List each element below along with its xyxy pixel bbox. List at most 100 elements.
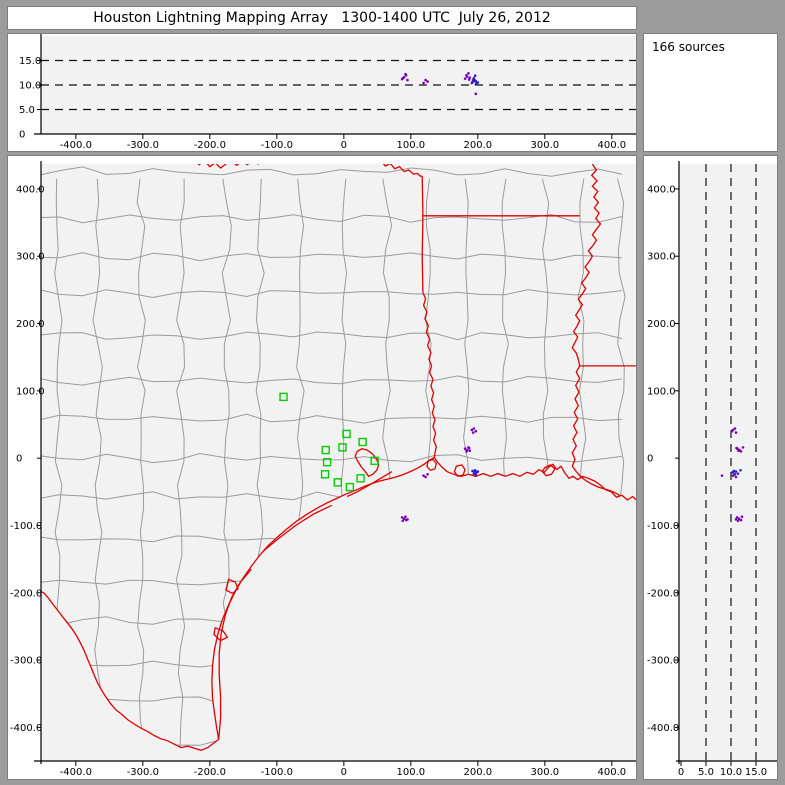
source-dot <box>400 516 404 519</box>
source-count-label: 166 sources <box>652 40 725 54</box>
y-tick-label: 400.0 <box>647 184 676 195</box>
tx-arkansas-louisiana-border <box>421 176 424 293</box>
source-dot <box>735 516 739 519</box>
x-tick-label: 400.0 <box>598 140 627 151</box>
source-dot <box>468 449 472 453</box>
source-dot <box>422 474 425 477</box>
x-tick-label: -400.0 <box>60 767 92 778</box>
source-dot <box>735 446 738 450</box>
y-tick-label: 0 <box>16 454 22 465</box>
county-line <box>175 178 186 751</box>
y-tick-label: -300.0 <box>647 656 679 667</box>
source-dot <box>472 76 476 80</box>
mississippi-river <box>571 164 621 497</box>
x-tick-label: 400.0 <box>598 767 627 778</box>
y-tick-label: 200.0 <box>16 319 45 330</box>
source-dot <box>471 80 474 84</box>
source-dot <box>401 76 405 80</box>
barrier-island <box>346 471 393 498</box>
station-square <box>321 445 330 455</box>
station-square <box>356 474 365 483</box>
bay-outline <box>354 448 380 478</box>
x-tick-label: -100.0 <box>261 140 293 151</box>
x-tick-label: 5.0 <box>698 767 714 778</box>
source-dot <box>402 517 406 521</box>
station-square <box>342 429 351 439</box>
x-tick-label: -300.0 <box>127 140 159 151</box>
x-tick-label: 100.0 <box>397 767 426 778</box>
county-line <box>41 331 623 341</box>
source-dot <box>472 472 476 475</box>
map-plot-area <box>41 164 636 761</box>
source-dot <box>465 73 468 77</box>
source-dot <box>473 468 477 472</box>
y-tick-label: -400.0 <box>647 723 679 734</box>
source-dot <box>467 78 471 81</box>
station-square <box>345 482 355 492</box>
x-tick-label: 10.0 <box>720 767 742 778</box>
source-dot <box>406 78 409 82</box>
source-dot <box>473 74 477 77</box>
source-dot <box>474 79 478 83</box>
county-line <box>41 375 622 386</box>
x-tick-label: 200.0 <box>464 767 493 778</box>
x-tick-label: 100.0 <box>397 140 426 151</box>
bay-outline <box>426 458 438 472</box>
source-dot <box>467 71 470 75</box>
source-dot <box>463 77 467 80</box>
county-line <box>41 252 622 262</box>
source-dot <box>734 470 738 473</box>
x-tick-label: -200.0 <box>194 767 226 778</box>
station-square <box>279 392 288 402</box>
y-tick-label: 0 <box>19 130 25 141</box>
source-dot <box>468 76 472 79</box>
x-tick-label: 300.0 <box>531 140 560 151</box>
station-square <box>358 437 367 447</box>
county-line <box>41 288 622 299</box>
plan-view-map: 400.0 300.0 200.0 100.0 0 -100.0 -200.0 -300.0 -… <box>10 161 636 778</box>
county-line <box>136 178 146 751</box>
x-tick-label: -300.0 <box>127 767 159 778</box>
station-square <box>338 443 347 452</box>
source-dot <box>734 475 738 479</box>
source-dot <box>406 518 409 521</box>
x-tick-label: -100.0 <box>261 767 293 778</box>
barrier-island <box>262 504 333 552</box>
station-markers <box>279 392 379 492</box>
station-square <box>370 456 379 466</box>
source-dot <box>730 429 734 433</box>
source-dot <box>472 427 476 430</box>
source-dot <box>465 450 468 453</box>
y-tick-label: -300.0 <box>10 656 42 667</box>
x-tick-label: 0 <box>341 140 347 151</box>
y-tick-label: 10.0 <box>19 81 41 92</box>
y-tick-label: 100.0 <box>16 386 45 397</box>
x-tick-label: 0 <box>678 767 684 778</box>
source-dot <box>424 78 427 82</box>
y-tick-label: -100.0 <box>647 521 679 532</box>
alt-ns-plot-area <box>679 164 777 761</box>
source-dot <box>739 518 743 522</box>
source-dot <box>739 450 743 453</box>
lightning-sources <box>400 427 480 523</box>
y-tick-label: -200.0 <box>10 588 42 599</box>
x-tick-label: 0 <box>341 767 347 778</box>
source-dot <box>426 80 429 83</box>
altitude-ew-plot: 15.0 10.0 5.0 0 -400.0 -300.0 -200.0 -100.0 0 100… <box>19 34 636 151</box>
source-dot <box>471 469 474 473</box>
bay-outline <box>453 464 466 478</box>
source-dot <box>467 446 470 449</box>
x-tick-label: -200.0 <box>194 140 226 151</box>
source-dot <box>720 474 724 477</box>
source-dot <box>737 517 741 521</box>
x-tick-label: 300.0 <box>531 767 560 778</box>
source-dot <box>463 447 467 451</box>
source-count-panel: 166 sources <box>643 33 778 152</box>
source-dot <box>476 81 480 84</box>
source-dot <box>401 519 405 523</box>
source-dot <box>474 474 478 477</box>
lightning-sources <box>720 427 745 523</box>
y-tick-label: 200.0 <box>647 319 676 330</box>
station-square <box>320 470 330 479</box>
